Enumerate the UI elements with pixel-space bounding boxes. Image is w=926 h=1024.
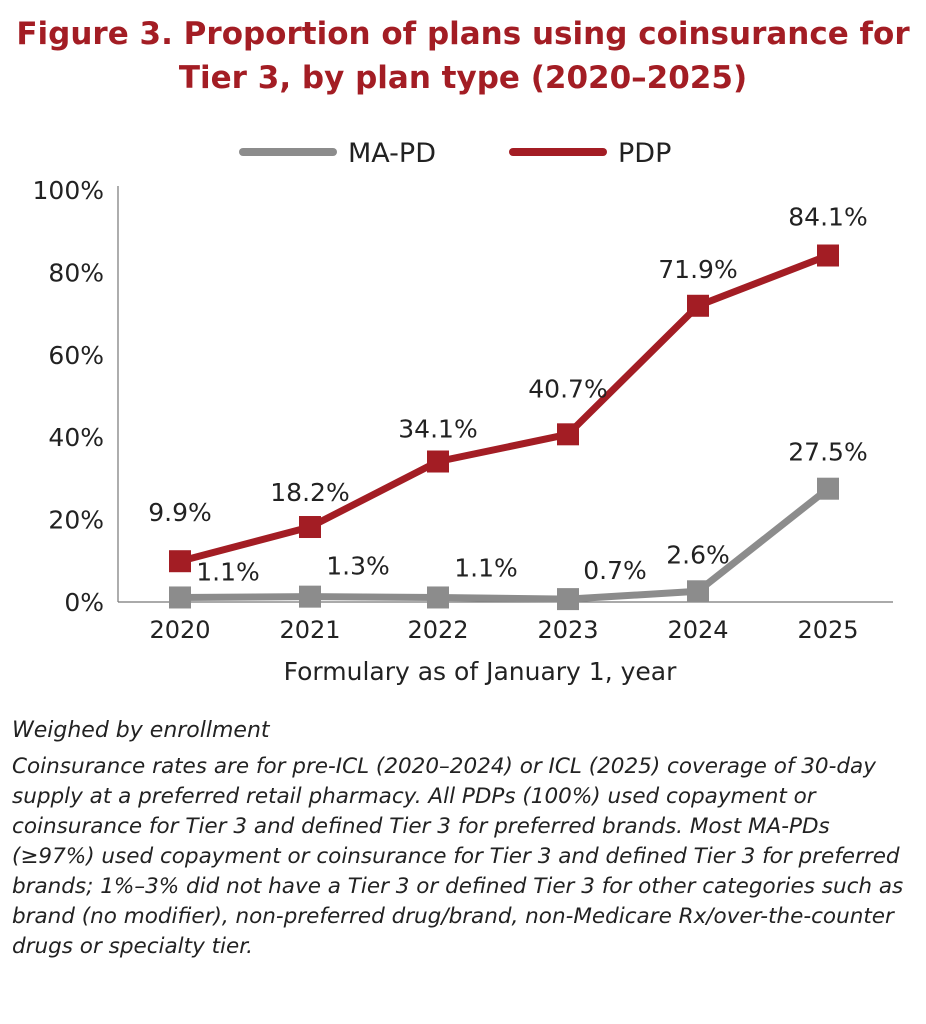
chart-title: Figure 3. Proportion of plans using coin… [0, 12, 926, 100]
x-tick-label: 2022 [407, 616, 468, 644]
data-point-ma-pd [169, 586, 191, 609]
data-point-ma-pd [299, 585, 321, 608]
data-point-pdp [427, 450, 449, 473]
weighting-note: Weighed by enrollment [12, 718, 270, 743]
chart-title-line-1: Figure 3. Proportion of plans using coin… [16, 16, 910, 52]
x-axis-title: Formulary as of January 1, year [284, 657, 677, 686]
footnote: Coinsurance rates are for pre-ICL (2020–… [12, 754, 904, 959]
y-tick-label: 60% [48, 341, 104, 370]
data-point-ma-pd [427, 586, 449, 609]
legend-label-pdp: PDP [618, 138, 671, 169]
y-tick-label: 80% [48, 258, 104, 287]
data-point-pdp [687, 294, 709, 317]
y-tick-label: 100% [33, 176, 104, 205]
y-tick-label: 20% [48, 506, 104, 535]
x-tick-label: 2020 [149, 616, 210, 644]
data-label-ma-pd: 1.1% [454, 553, 518, 582]
data-point-pdp [817, 244, 839, 267]
line-chart: 0% 20% 40% 60% 80% 100% 2020 2021 2022 2023 2024 20… [33, 138, 893, 686]
chart-notes: Weighed by enrollment Coinsurance rates … [12, 715, 917, 962]
data-label-pdp: 71.9% [658, 255, 737, 284]
y-tick-label: 0% [64, 588, 104, 617]
chart-title-line-2: Tier 3, by plan type (2020–2025) [178, 60, 748, 96]
x-tick-label: 2024 [667, 616, 728, 644]
data-point-ma-pd [557, 588, 579, 611]
series-line-ma-pd [179, 485, 831, 603]
data-point-pdp [169, 550, 191, 573]
data-label-pdp: 34.1% [398, 415, 477, 444]
data-point-ma-pd [687, 580, 709, 603]
x-tick-label: 2021 [279, 616, 340, 644]
legend-label-ma-pd: MA-PD [348, 138, 436, 169]
data-label-pdp: 9.9% [148, 498, 212, 527]
x-tick-label: 2023 [537, 616, 598, 644]
data-point-pdp [299, 516, 321, 539]
data-label-ma-pd: 27.5% [788, 438, 867, 467]
data-point-pdp [557, 423, 579, 446]
data-label-ma-pd: 1.3% [326, 552, 390, 581]
y-tick-label: 40% [48, 423, 104, 452]
x-tick-label: 2025 [797, 616, 858, 644]
data-point-ma-pd [817, 477, 839, 500]
data-label-ma-pd: 1.1% [196, 557, 260, 586]
series-line-pdp [179, 252, 830, 565]
data-label-pdp: 84.1% [788, 203, 867, 232]
data-label-ma-pd: 0.7% [583, 556, 647, 585]
data-label-pdp: 40.7% [528, 374, 607, 403]
data-label-pdp: 18.2% [270, 478, 349, 507]
data-label-ma-pd: 2.6% [666, 540, 730, 569]
